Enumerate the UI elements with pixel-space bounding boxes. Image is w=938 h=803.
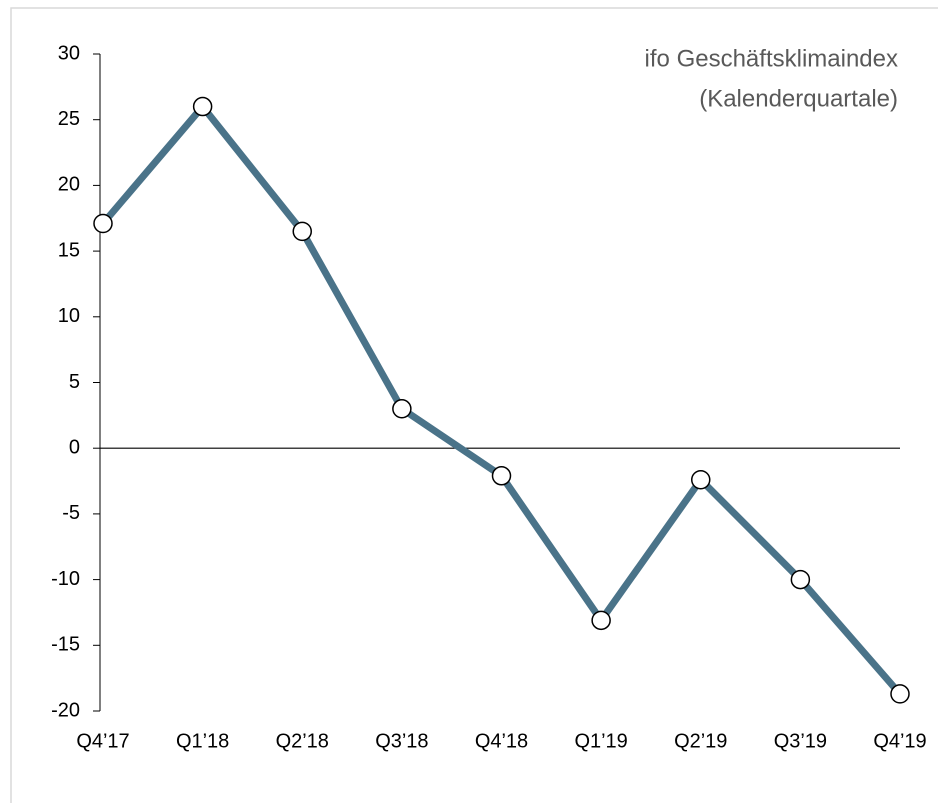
chart-frame: [10, 7, 938, 803]
x-tick-label: Q3’18: [375, 730, 428, 752]
marker: [392, 399, 412, 419]
y-tick-label: 20: [58, 174, 80, 196]
chart-title: ifo Geschäftsklimaindex: [645, 45, 898, 72]
marker: [790, 569, 811, 590]
x-tick-label: Q4’19: [873, 730, 926, 752]
y-tick-label: 0: [69, 436, 80, 458]
y-tick-label: -5: [62, 502, 80, 524]
y-tick-label: 30: [58, 42, 80, 64]
y-tick-label: 25: [58, 108, 80, 130]
marker: [93, 213, 113, 234]
y-tick-label: 5: [69, 371, 80, 393]
marker: [691, 469, 711, 490]
y-tick-label: -10: [51, 568, 80, 590]
marker: [491, 466, 512, 486]
marker: [890, 684, 910, 704]
x-tick-label: Q3’19: [774, 730, 827, 752]
x-tick-label: Q2’18: [276, 730, 329, 752]
line: [100, 103, 903, 697]
x-tick-label: Q1’19: [574, 730, 627, 752]
x-tick-label: Q4’17: [76, 730, 129, 752]
marker: [192, 96, 213, 117]
chart-subtitle: (Kalenderquartale): [699, 85, 898, 112]
x-tick-label: Q2’19: [674, 730, 727, 752]
x-tick-label: Q1’18: [176, 730, 229, 752]
y-tick-label: -15: [51, 634, 80, 656]
y-tick-label: -20: [51, 699, 80, 721]
y-tick-label: 15: [58, 239, 80, 261]
y-tick-label: 10: [58, 305, 80, 327]
marker: [292, 221, 312, 242]
marker: [591, 610, 611, 631]
x-tick-label: Q4’18: [475, 730, 528, 752]
